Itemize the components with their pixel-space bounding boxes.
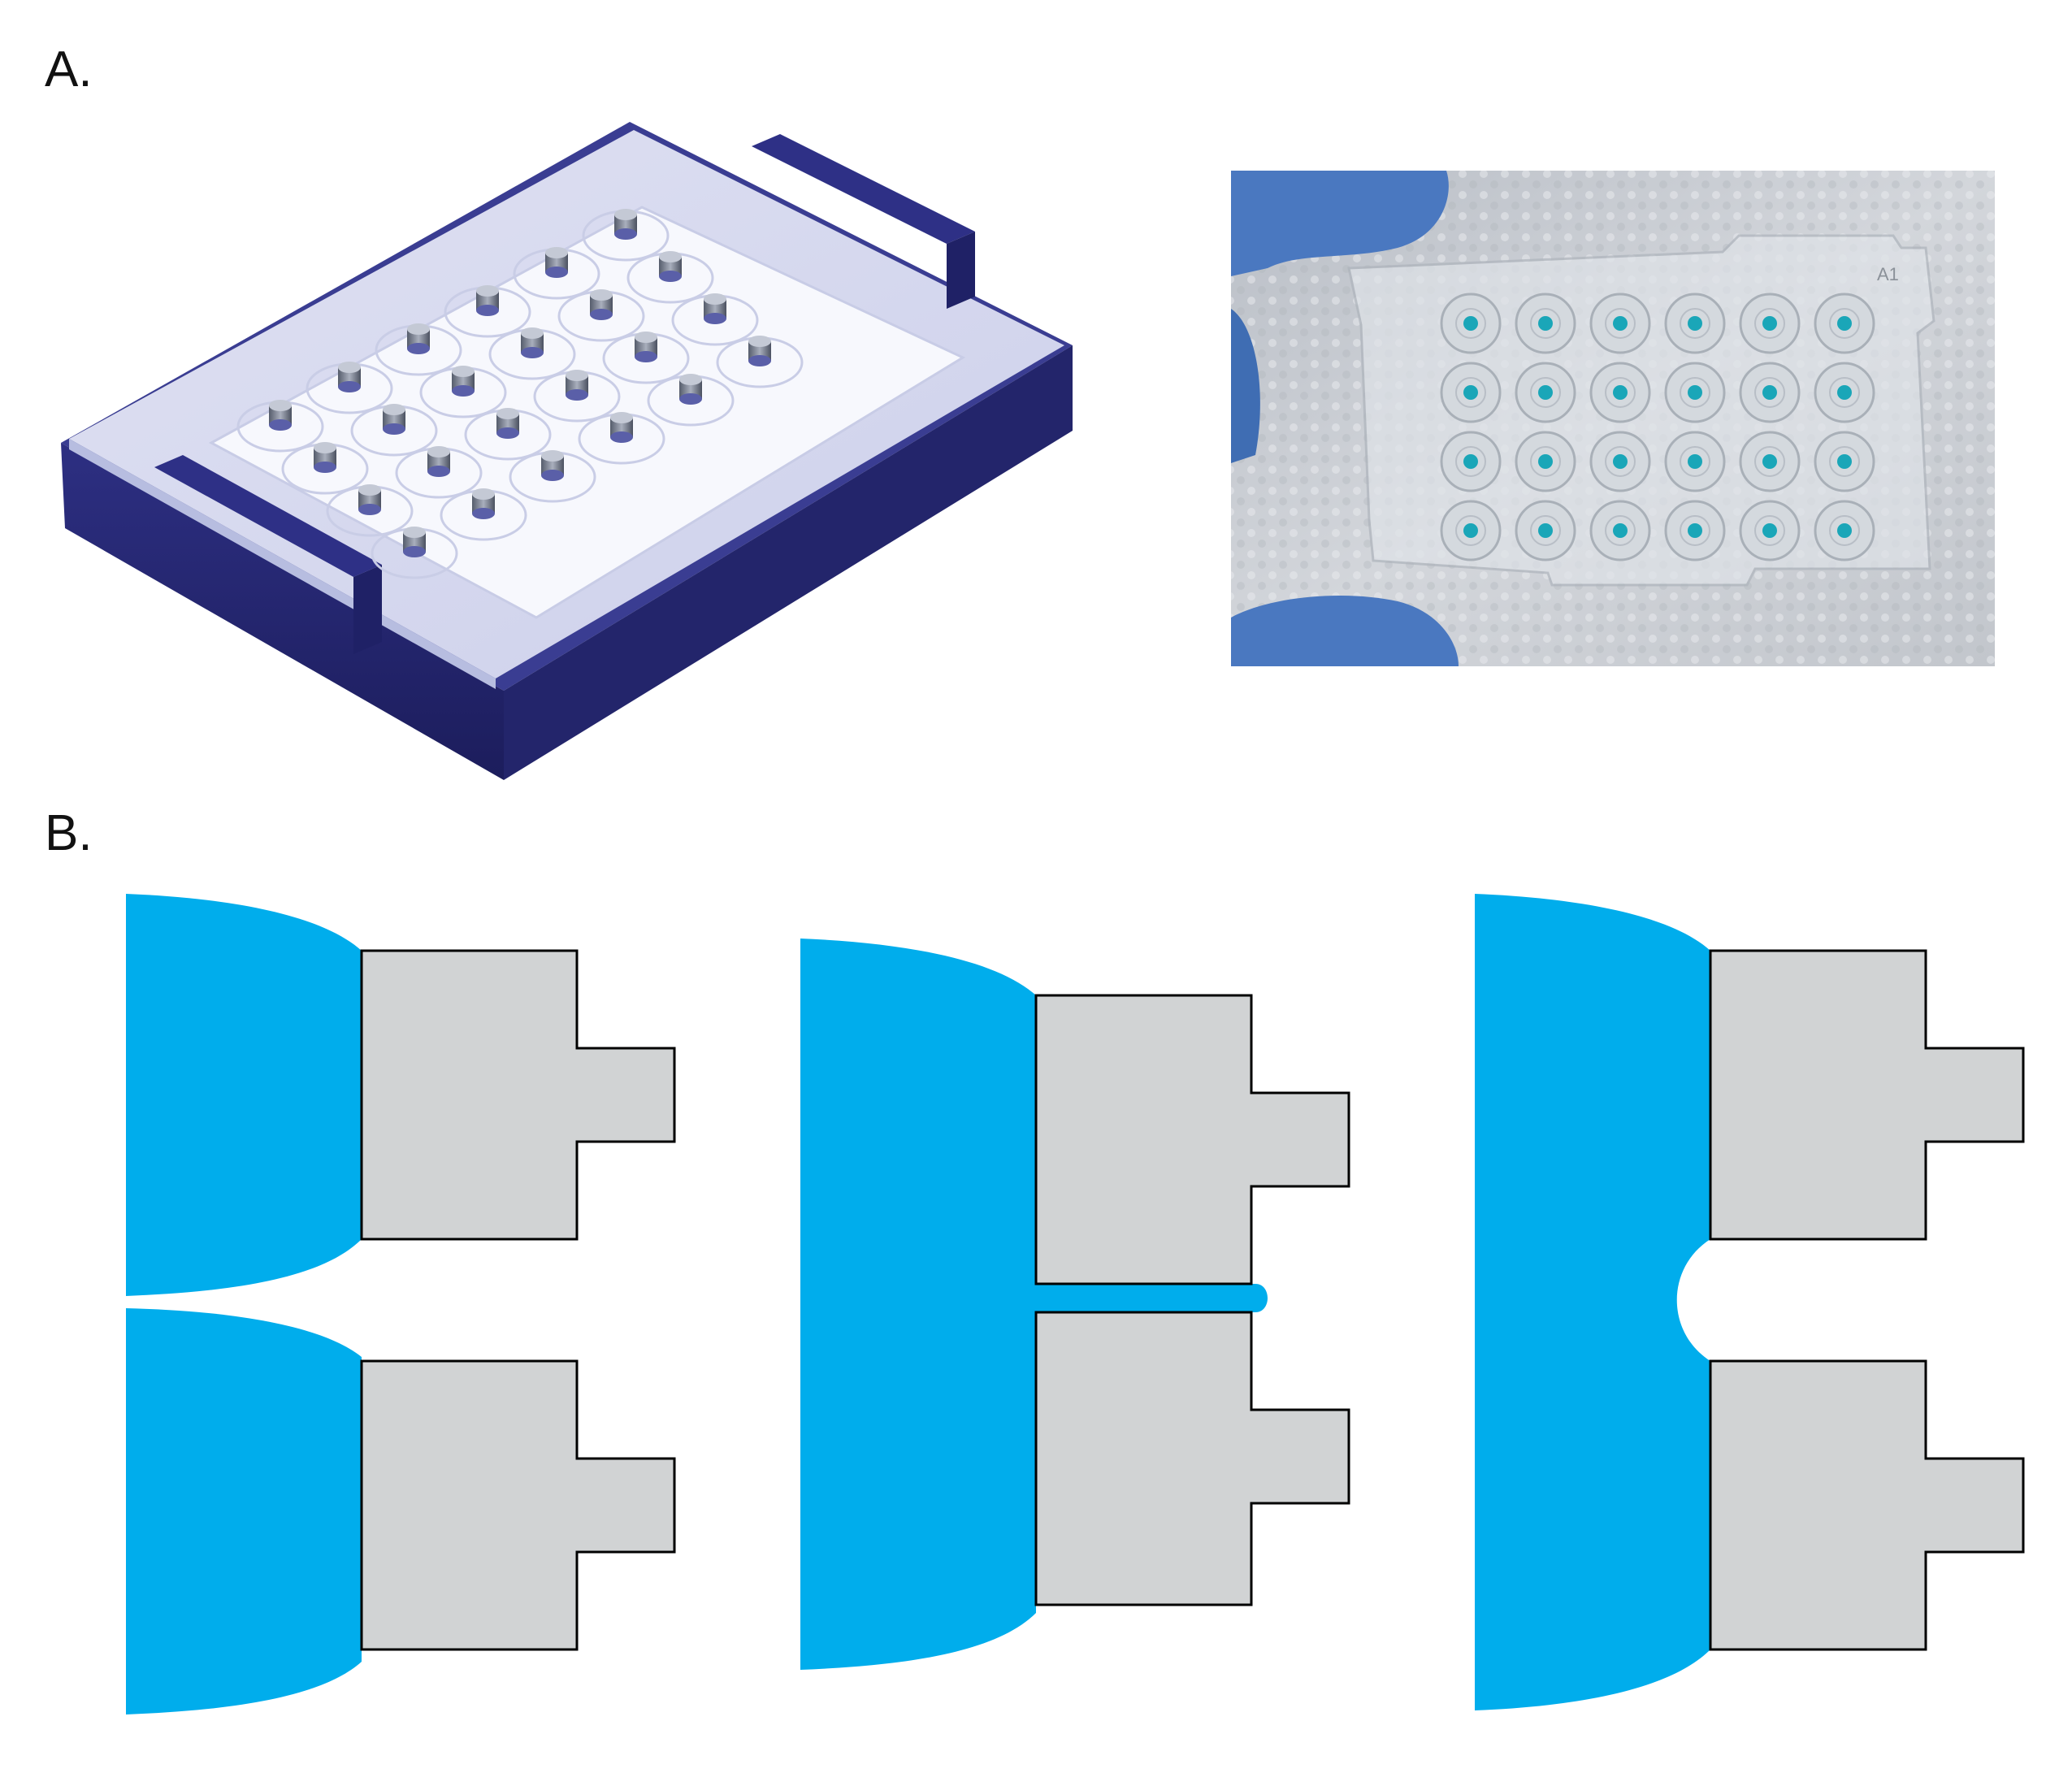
glove-left	[1231, 309, 1260, 463]
photo-well-grid	[1440, 293, 1875, 561]
render-well	[578, 412, 665, 465]
glove-top	[1231, 171, 1449, 276]
render-well	[716, 336, 804, 388]
clamp-bar-front-side	[353, 565, 382, 654]
photo-well	[1515, 362, 1576, 423]
frame-front-side	[61, 443, 504, 780]
render-well	[647, 374, 735, 427]
photo-well	[1739, 362, 1801, 423]
render-well	[326, 484, 414, 537]
photo-well	[1589, 362, 1651, 423]
clamp-bar-back-side	[947, 232, 975, 309]
photo-well	[1440, 500, 1502, 561]
photo-well	[1589, 500, 1651, 561]
photo-well	[1589, 431, 1651, 492]
frame-right-side	[504, 345, 1073, 780]
photo-well	[1664, 362, 1726, 423]
render-well	[306, 362, 393, 414]
render-well	[509, 450, 596, 503]
panel-a-label: A.	[45, 41, 93, 98]
photo-etched-label: A1	[1877, 264, 1899, 284]
two-separate-droplets	[126, 894, 676, 1714]
post-top	[1034, 994, 1350, 1285]
render-well	[513, 247, 600, 300]
glove-bottom	[1231, 595, 1459, 666]
photo-well	[1515, 293, 1576, 354]
post-top	[1709, 949, 2025, 1241]
render-well	[236, 400, 324, 453]
merged-droplet	[1475, 894, 2025, 1710]
photo-well	[1515, 500, 1576, 561]
render-well	[375, 323, 462, 376]
photo-well	[1515, 431, 1576, 492]
bridged-droplets	[800, 939, 1350, 1670]
render-well	[582, 209, 670, 262]
render-well	[464, 408, 552, 461]
render-well	[626, 251, 714, 304]
liquid-droplet-merged	[1475, 894, 1710, 1710]
render-well	[395, 446, 483, 499]
photo-well	[1814, 362, 1875, 423]
render-well	[419, 366, 507, 418]
well-area	[208, 206, 966, 619]
microfluidic-plate-render	[61, 122, 1073, 780]
liquid-droplet-top	[126, 894, 362, 1296]
photo-well	[1814, 431, 1875, 492]
render-well	[488, 327, 576, 380]
post-bottom	[1034, 1311, 1350, 1606]
photo-well	[1664, 500, 1726, 561]
photo-well	[1664, 431, 1726, 492]
glass-plate-edge	[69, 439, 496, 689]
photo-well	[1814, 293, 1875, 354]
photo-well	[1814, 500, 1875, 561]
photo-well	[1589, 293, 1651, 354]
render-well	[371, 527, 458, 579]
post-top	[360, 949, 676, 1241]
clamp-bar-back	[752, 134, 975, 244]
render-well-grid	[236, 209, 804, 579]
render-well	[350, 404, 438, 457]
liquid-droplet-bottom	[126, 1308, 362, 1714]
render-well	[444, 285, 531, 338]
liquid-droplet-combined	[800, 939, 1268, 1670]
photo-well	[1739, 500, 1801, 561]
render-well	[671, 293, 759, 346]
render-well	[533, 370, 621, 423]
render-well	[602, 332, 690, 384]
panel-b-label: B.	[45, 805, 93, 861]
render-well	[557, 289, 645, 342]
droplet-schematics	[126, 894, 2025, 1714]
photo-well	[1440, 293, 1502, 354]
photo-well	[1440, 362, 1502, 423]
photo-well	[1739, 431, 1801, 492]
microfluidic-plate-photo	[1231, 171, 1995, 666]
post-bottom	[360, 1359, 676, 1651]
photo-well	[1440, 431, 1502, 492]
photo-well	[1739, 293, 1801, 354]
photo-well	[1664, 293, 1726, 354]
clamp-bar-front	[154, 455, 382, 577]
post-bottom	[1709, 1359, 2025, 1651]
render-well	[440, 488, 527, 541]
render-well	[281, 442, 369, 495]
